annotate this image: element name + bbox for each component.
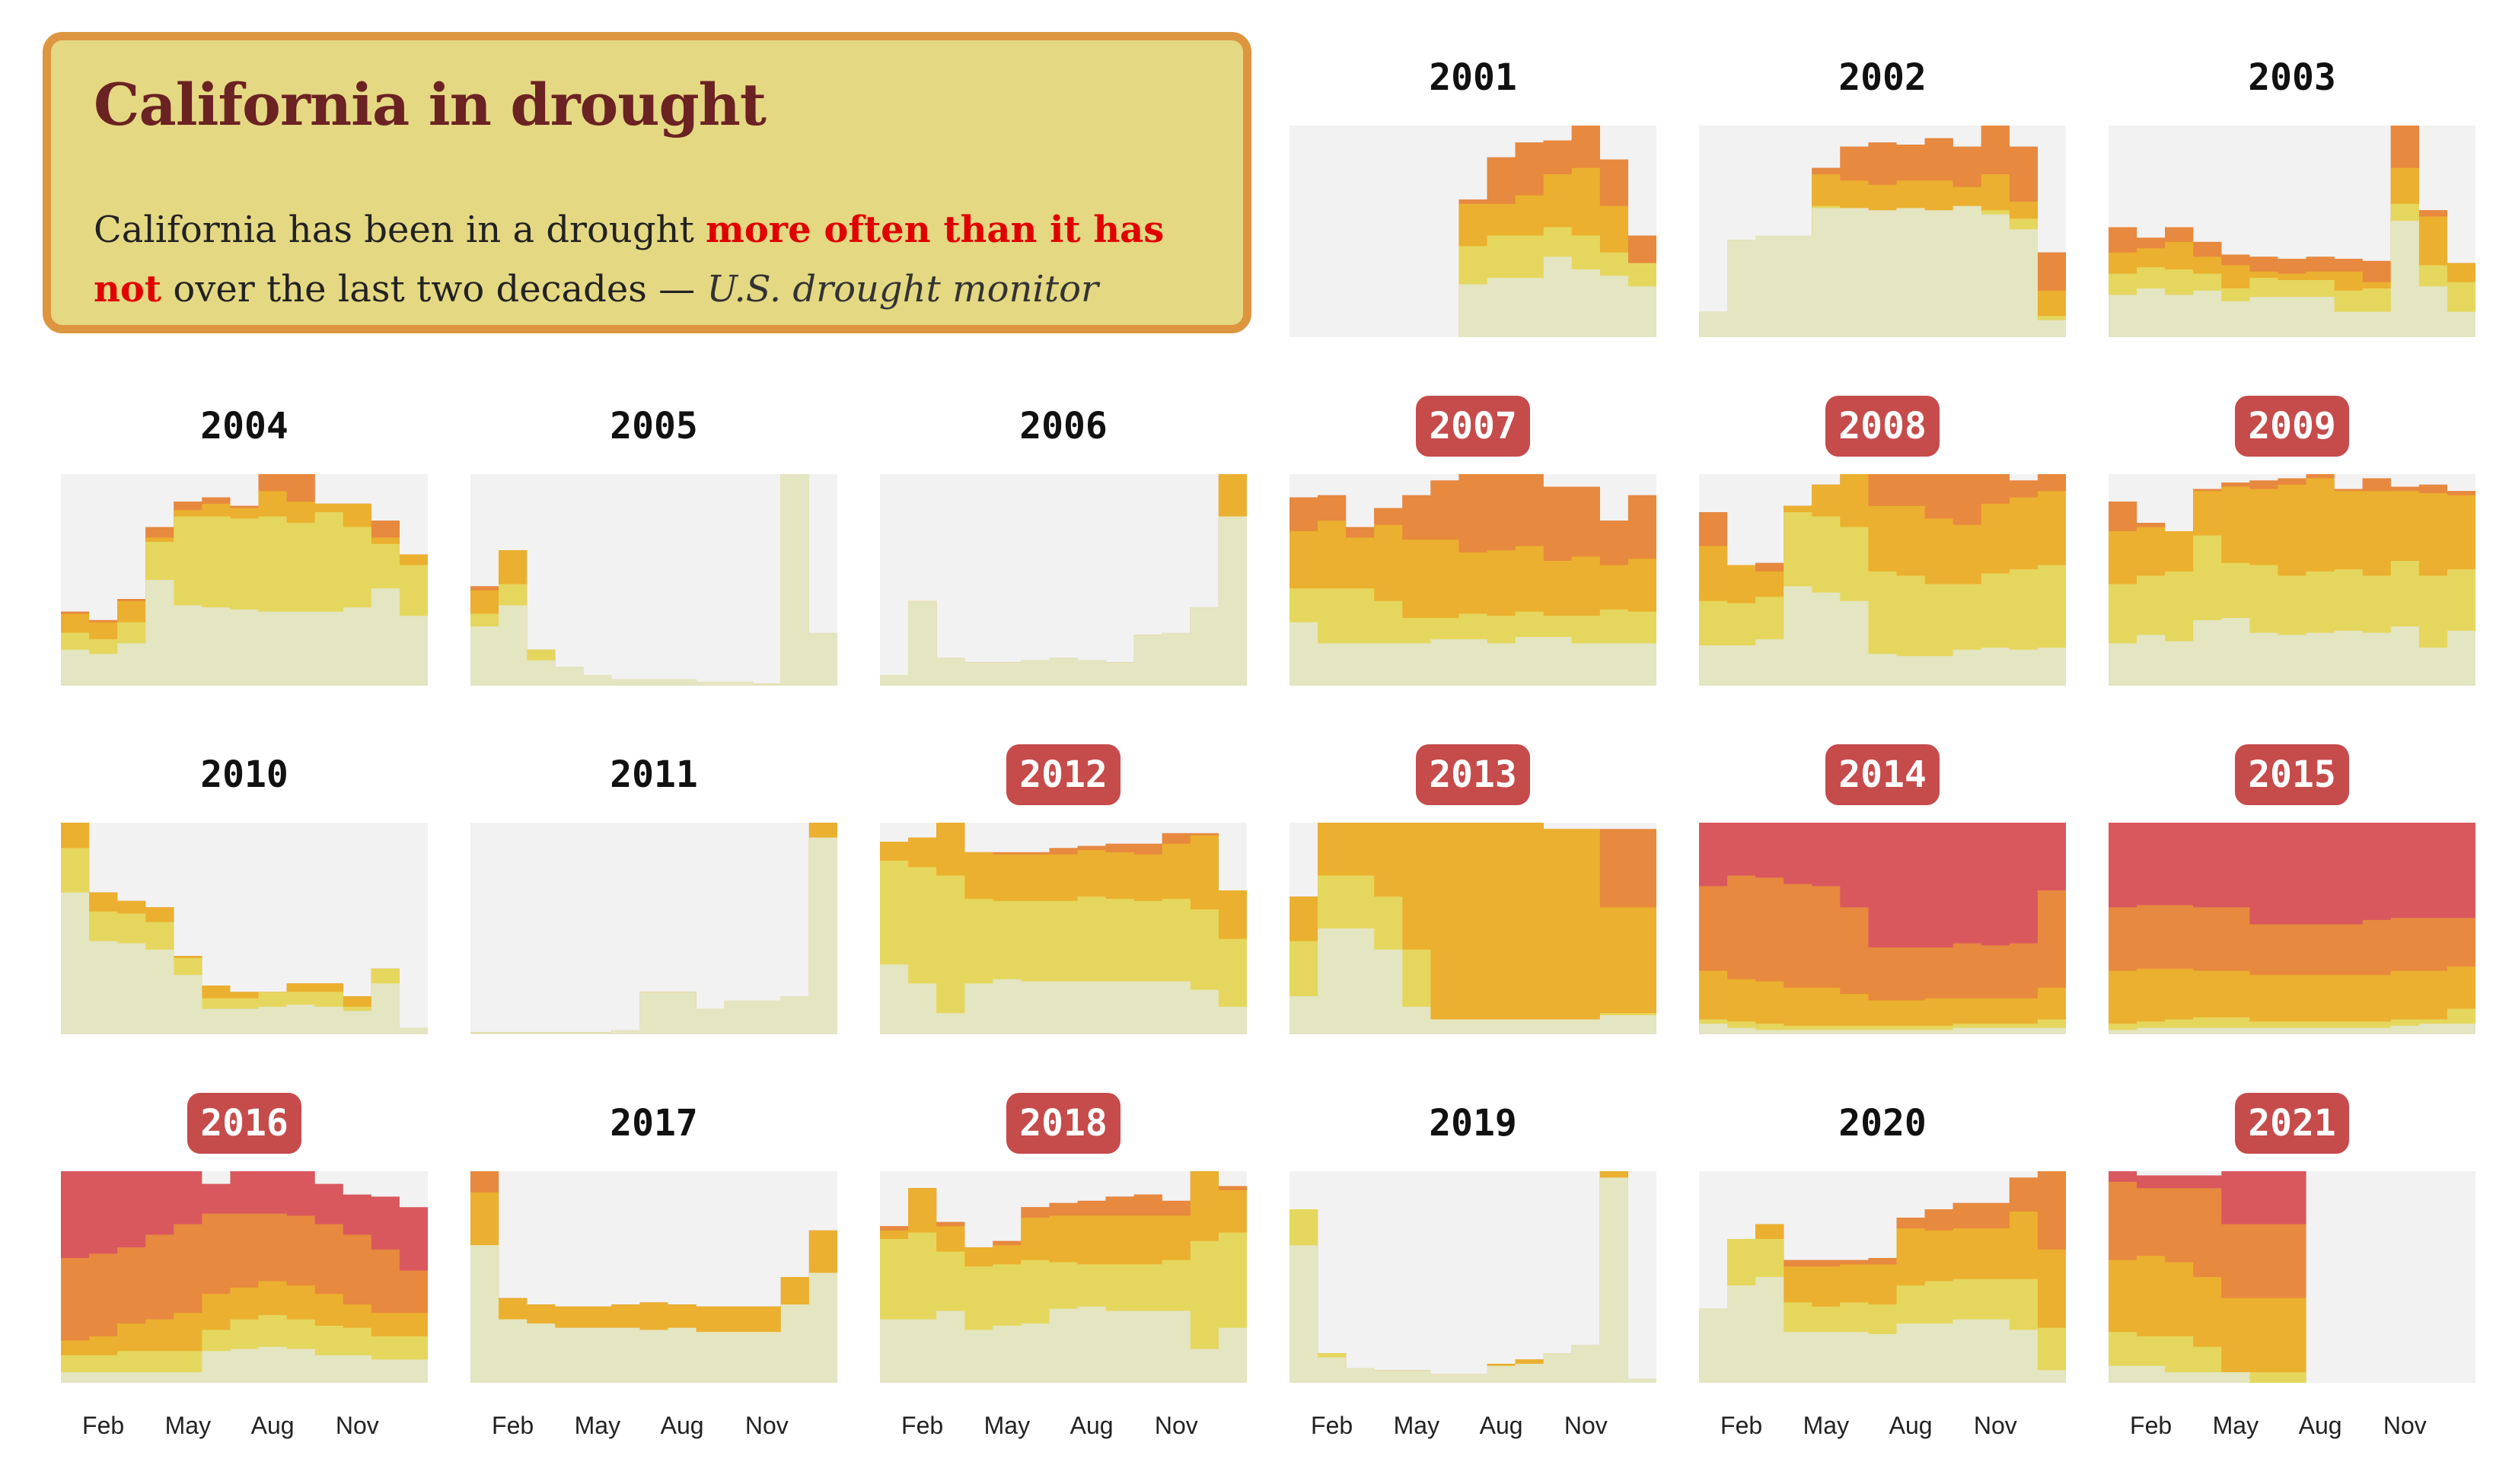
month-tick-aug: Aug: [660, 1412, 704, 1439]
year-label-2002: 2002: [1838, 56, 1927, 99]
year-label-2020: 2020: [1838, 1102, 1927, 1145]
year-label-2001: 2001: [1429, 56, 1517, 99]
area-level-1-2012: [880, 964, 1247, 1034]
area-level-1-2010: [61, 892, 428, 1034]
month-tick-aug: Aug: [1889, 1412, 1933, 1439]
month-tick-feb: Feb: [1720, 1412, 1763, 1439]
month-tick-may: May: [983, 1412, 1031, 1439]
month-tick-feb: Feb: [901, 1412, 944, 1439]
year-panel-2018: [880, 1171, 1247, 1383]
year-label-2015: 2015: [2235, 744, 2349, 805]
area-level-1-2021: [2109, 1365, 2306, 1383]
subtitle-suffix: over the last two decades —: [161, 268, 707, 310]
year-panel-2015: [2109, 823, 2475, 1034]
year-label-2021: 2021: [2235, 1093, 2349, 1154]
year-panel-2021: [2109, 1171, 2475, 1383]
year-label-2012: 2012: [1006, 744, 1121, 805]
year-panel-2001: [1289, 126, 1656, 337]
month-tick-feb: Feb: [2130, 1412, 2172, 1439]
month-tick-nov: Nov: [744, 1412, 789, 1439]
area-level-1-2014: [1699, 1024, 2066, 1034]
subtitle-highlight: more often than it has not: [94, 209, 1165, 310]
area-level-1-2020: [1699, 1277, 2066, 1383]
year-panel-2007: [1289, 474, 1656, 686]
year-panel-2008: [1699, 474, 2066, 686]
year-label-2010: 2010: [200, 753, 288, 796]
area-level-1-2003: [2109, 221, 2475, 337]
year-panel-2002: [1699, 126, 2066, 337]
year-label-2003: 2003: [2248, 56, 2336, 99]
year-panel-2016: [61, 1171, 428, 1383]
year-panel-2012: [880, 823, 1247, 1034]
page-title: California in drought: [94, 71, 767, 139]
month-tick-nov: Nov: [335, 1412, 379, 1439]
year-label-2007: 2007: [1416, 396, 1530, 457]
year-panel-2013: [1289, 823, 1656, 1034]
area-level-1-2016: [61, 1346, 428, 1383]
month-tick-may: May: [164, 1412, 212, 1439]
area-level-1-2007: [1289, 622, 1656, 686]
area-level-1-2009: [2109, 618, 2475, 686]
year-label-2018: 2018: [1006, 1093, 1121, 1154]
area-level-1-2015: [2109, 1024, 2475, 1034]
year-panel-2010: [61, 823, 428, 1034]
area-level-1-2008: [1699, 586, 2066, 686]
year-label-2008: 2008: [1825, 396, 1940, 457]
year-label-2005: 2005: [610, 405, 698, 447]
year-label-2016: 2016: [187, 1093, 301, 1154]
year-panel-2005: [470, 474, 837, 686]
month-tick-nov: Nov: [1973, 1412, 2017, 1439]
year-panel-2014: [1699, 823, 2066, 1034]
area-level-1-2017: [470, 1245, 837, 1383]
month-tick-may: May: [1393, 1412, 1440, 1439]
area-level-1-2013: [1289, 928, 1656, 1034]
month-tick-feb: Feb: [492, 1412, 534, 1439]
month-tick-aug: Aug: [2298, 1412, 2342, 1439]
month-tick-may: May: [1803, 1412, 1850, 1439]
month-tick-aug: Aug: [1479, 1412, 1523, 1439]
year-label-2009: 2009: [2235, 396, 2349, 457]
area-level-1-2002: [1699, 205, 2066, 337]
year-panel-2006: [880, 474, 1247, 686]
year-panel-2011: [470, 823, 837, 1034]
year-label-2004: 2004: [200, 405, 288, 447]
page-subtitle: California has been in a drought more of…: [94, 200, 1220, 319]
area-level-1-2019: [1289, 1177, 1656, 1383]
area-level-3-2014: [1699, 970, 2066, 1034]
area-level-1-2018: [880, 1306, 1247, 1383]
month-tick-aug: Aug: [1070, 1412, 1114, 1439]
subtitle-prefix: California has been in a drought: [94, 209, 706, 251]
month-tick-may: May: [2212, 1412, 2259, 1439]
year-label-2014: 2014: [1825, 744, 1940, 805]
month-tick-nov: Nov: [1154, 1412, 1198, 1439]
year-label-2006: 2006: [1019, 405, 1108, 447]
year-panel-2009: [2109, 474, 2475, 686]
year-label-2019: 2019: [1429, 1102, 1517, 1145]
subtitle-source: U.S. drought monitor: [706, 268, 1098, 310]
title-card: California in drought California has bee…: [43, 32, 1251, 333]
year-label-2017: 2017: [610, 1102, 698, 1145]
month-tick-nov: Nov: [2383, 1412, 2427, 1439]
year-label-2011: 2011: [610, 753, 698, 796]
area-level-1-2011: [470, 837, 837, 1034]
area-level-1-2006: [880, 516, 1247, 686]
year-panel-2019: [1289, 1171, 1656, 1383]
area-level-1-2004: [61, 580, 428, 686]
year-panel-2017: [470, 1171, 837, 1383]
month-tick-feb: Feb: [1311, 1412, 1353, 1439]
month-tick-may: May: [574, 1412, 621, 1439]
area-level-1-2001: [1289, 256, 1656, 337]
area-level-1-2005: [470, 474, 837, 686]
year-panel-2004: [61, 474, 428, 686]
year-panel-2020: [1699, 1171, 2066, 1383]
year-panel-2003: [2109, 126, 2475, 337]
year-label-2013: 2013: [1416, 744, 1530, 805]
month-tick-feb: Feb: [82, 1412, 125, 1439]
month-tick-aug: Aug: [250, 1412, 295, 1439]
month-tick-nov: Nov: [1564, 1412, 1608, 1439]
